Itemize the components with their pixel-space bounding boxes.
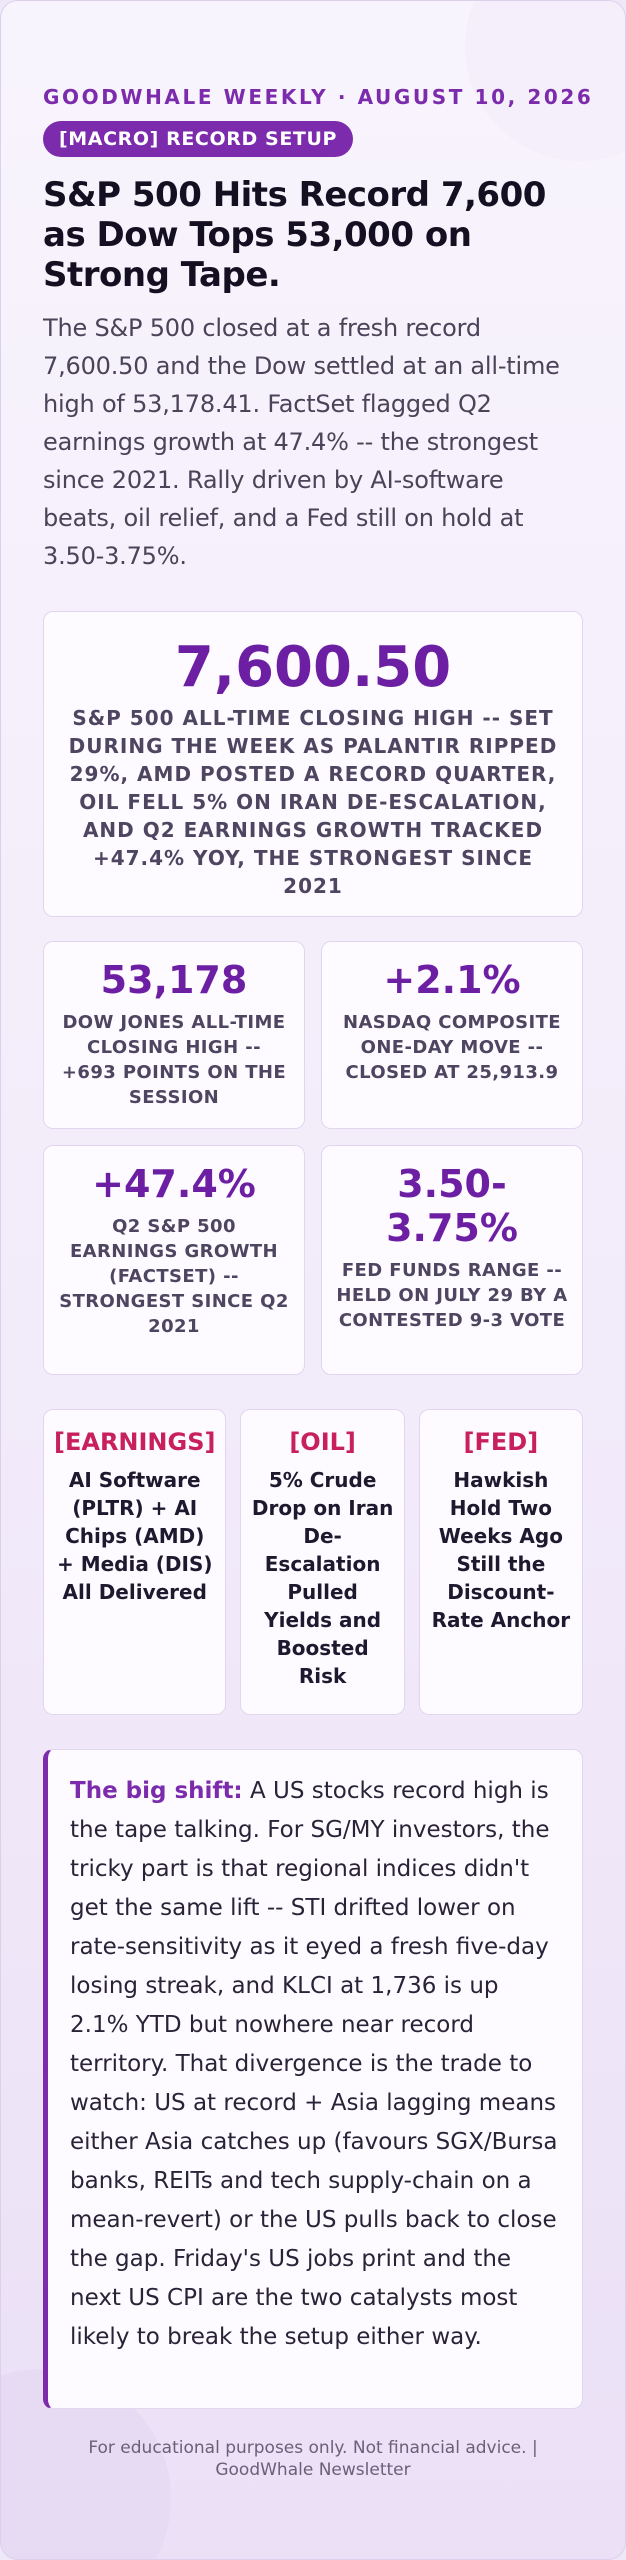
stat-grid-row-2: +47.4% Q2 S&P 500 EARNINGS GROWTH (FACTS… [43, 1145, 583, 1375]
hero-stat-value: 7,600.50 [174, 635, 452, 700]
theme-card-fed: [FED] Hawkish Hold Two Weeks Ago Still t… [418, 1409, 583, 1715]
stat-card-nasdaq: +2.1% NASDAQ COMPOSITE ONE-DAY MOVE -- C… [321, 941, 583, 1129]
hero-stat-card: 7,600.50 S&P 500 ALL-TIME CLOSING HIGH -… [43, 611, 583, 917]
stat-value: +2.1% [383, 958, 521, 1002]
theme-tag: [OIL] [289, 1428, 356, 1456]
stat-label: DOW JONES ALL-TIME CLOSING HIGH -- +693 … [61, 1012, 287, 1108]
lede-paragraph: The S&P 500 closed at a fresh record 7,6… [43, 314, 560, 570]
category-tag: [MACRO] RECORD SETUP [43, 121, 354, 157]
stat-value: +47.4% [92, 1162, 256, 1206]
card-content: GOODWHALE WEEKLY · AUGUST 10, 2026 [MACR… [43, 85, 594, 2481]
stat-value: 53,178 [100, 958, 248, 1002]
stat-label: NASDAQ COMPOSITE ONE-DAY MOVE -- CLOSED … [343, 1012, 561, 1083]
theme-card-earnings: [EARNINGS] AI Software (PLTR) + AI Chips… [43, 1409, 227, 1715]
theme-text: 5% Crude Drop on Iran De-Escalation Pull… [251, 1468, 394, 1688]
big-shift-body: A US stocks record high is the tape talk… [70, 1778, 558, 2350]
footer-disclaimer: For educational purposes only. Not finan… [88, 2438, 538, 2480]
theme-card-oil: [OIL] 5% Crude Drop on Iran De-Escalatio… [240, 1409, 405, 1715]
theme-tag: [FED] [463, 1428, 539, 1456]
theme-grid: [EARNINGS] AI Software (PLTR) + AI Chips… [43, 1409, 583, 1715]
stat-grid-row-1: 53,178 DOW JONES ALL-TIME CLOSING HIGH -… [43, 941, 583, 1129]
stat-label: FED FUNDS RANGE -- HELD ON JULY 29 BY A … [336, 1260, 568, 1331]
headline: S&P 500 Hits Record 7,600 as Dow Tops 53… [43, 175, 546, 295]
theme-text: AI Software (PLTR) + AI Chips (AMD) + Me… [56, 1468, 213, 1604]
stat-card-fed-funds: 3.50-3.75% FED FUNDS RANGE -- HELD ON JU… [321, 1145, 583, 1375]
stat-card-dow: 53,178 DOW JONES ALL-TIME CLOSING HIGH -… [43, 941, 305, 1129]
big-shift-lead: The big shift: [70, 1778, 243, 1804]
hero-stat-label: S&P 500 ALL-TIME CLOSING HIGH -- SET DUR… [68, 706, 558, 898]
big-shift-callout: The big shift: A US stocks record high i… [43, 1749, 583, 2409]
stat-value: 3.50-3.75% [386, 1162, 518, 1250]
theme-tag: [EARNINGS] [54, 1428, 216, 1456]
theme-text: Hawkish Hold Two Weeks Ago Still the Dis… [431, 1468, 571, 1632]
issue-kicker: GOODWHALE WEEKLY · AUGUST 10, 2026 [43, 85, 594, 109]
stat-label: Q2 S&P 500 EARNINGS GROWTH (FACTSET) -- … [59, 1216, 289, 1337]
stat-card-earnings: +47.4% Q2 S&P 500 EARNINGS GROWTH (FACTS… [43, 1145, 305, 1375]
